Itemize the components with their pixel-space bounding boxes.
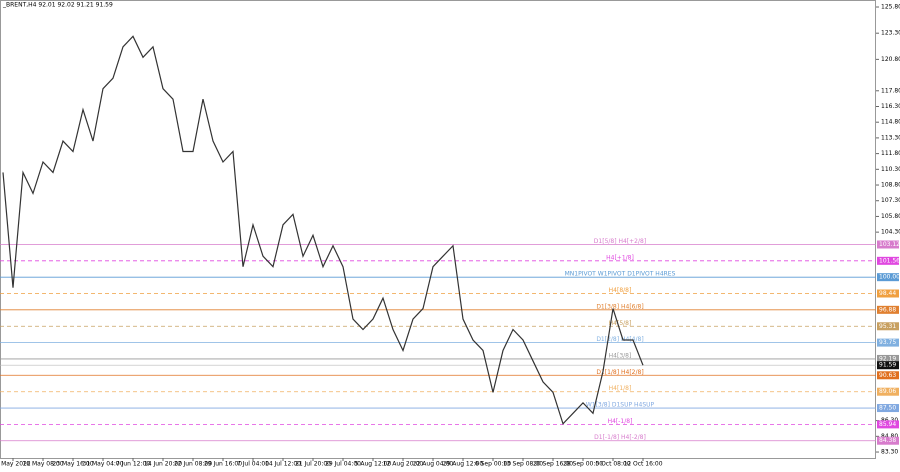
price-box xyxy=(877,436,899,445)
price-box xyxy=(877,371,899,380)
x-tick-label: 20 Sep 16:00 xyxy=(533,461,573,468)
x-tick-label: 29 Jul 04:00 xyxy=(325,461,361,468)
level-label: D1[-1/8] H4[-2/8] xyxy=(594,434,646,441)
price-box-label: 89.06 xyxy=(879,388,896,395)
price-box-label: 100.00 xyxy=(879,274,900,281)
y-tick-label: 107.30 xyxy=(881,197,900,204)
level-label: H4[+1/8] xyxy=(606,254,634,261)
level-label: D1[2/8] H4[4/8] xyxy=(596,336,643,343)
level-label: H4[1/8] xyxy=(609,385,632,392)
x-tick-label: 28 Sep 00:00 xyxy=(563,461,603,468)
y-tick-label: 114.80 xyxy=(881,119,900,126)
price-box xyxy=(877,240,899,249)
level-label: D1[1/8] H4[2/8] xyxy=(596,369,643,376)
price-box xyxy=(877,354,899,363)
level-label: H4[-1/8] xyxy=(608,418,633,425)
level-label: MN1PIVOT W1PIVOT D1PIVOT H4RES xyxy=(565,271,676,278)
plot-frame xyxy=(0,0,876,459)
level-label: H4[8/8] xyxy=(609,287,632,294)
price-line xyxy=(2,35,644,425)
price-box xyxy=(877,322,899,331)
price-box-label: 92.19 xyxy=(879,355,896,362)
price-box-label: 93.75 xyxy=(879,339,896,346)
x-tick-label: 21 Jul 20:00 xyxy=(295,461,331,468)
y-tick-label: 123.30 xyxy=(881,30,900,37)
x-tick-label: 12 Oct 16:00 xyxy=(623,461,662,468)
x-tick-label: 13 Sep 08:00 xyxy=(503,461,543,468)
x-tick-label: 29 Aug 12:00 xyxy=(443,461,484,468)
x-tick-label: 7 Jul 04:00 xyxy=(237,461,269,468)
price-box-label: 90.63 xyxy=(879,372,896,379)
price-box-label: 85.94 xyxy=(879,421,896,428)
price-box xyxy=(877,305,899,314)
last-price-label: 91.59 xyxy=(879,362,896,369)
price-box xyxy=(877,273,899,282)
x-tick-label: 31 May 04:00 xyxy=(82,461,123,468)
y-tick-label: 117.80 xyxy=(881,87,900,94)
price-box xyxy=(877,387,899,396)
price-box-label: 95.31 xyxy=(879,323,896,330)
x-tick-label: 22 Jun 08:00 xyxy=(174,461,212,468)
level-label: H4[3/8] xyxy=(609,352,632,359)
last-price-box xyxy=(877,361,899,370)
x-tick-label: 23 May 16:00 xyxy=(52,461,93,468)
x-tick-label: 6 Sep 00:00 xyxy=(475,461,511,468)
price-box xyxy=(877,256,899,265)
y-tick-label: 105.80 xyxy=(881,213,900,220)
x-tick-label: 14 Jul 12:00 xyxy=(265,461,301,468)
x-tick-label: 16 May 08:00 xyxy=(22,461,63,468)
x-tick-label: 5 Aug 12:00 xyxy=(355,461,392,468)
x-tick-label: 7 Jun 12:00 xyxy=(116,461,150,468)
x-tick-label: 9 May 2022 xyxy=(0,461,31,468)
x-tick-label: 5 Oct 08:00 xyxy=(595,461,630,468)
price-box xyxy=(877,289,899,298)
level-label: W1[3/8] D1SUP H4SUP xyxy=(586,402,655,409)
chart-title: _BRENT,H4 92.01 92.02 91.21 91.59 xyxy=(2,2,113,9)
y-tick-label: 108.80 xyxy=(881,182,900,189)
y-tick-label: 110.30 xyxy=(881,166,900,173)
x-tick-label: 14 Jun 20:00 xyxy=(144,461,182,468)
level-label: D1[5/8] H4[+2/8] xyxy=(594,238,646,245)
price-box-label: 101.56 xyxy=(879,257,900,264)
price-box xyxy=(877,420,899,429)
y-tick-label: 83.30 xyxy=(881,449,898,456)
y-tick-label: 104.30 xyxy=(881,229,900,236)
price-box xyxy=(877,404,899,413)
y-tick-label: 111.80 xyxy=(881,150,900,157)
price-box-label: 96.88 xyxy=(879,306,896,313)
price-box xyxy=(877,338,899,347)
y-tick-label: 84.80 xyxy=(881,433,898,440)
level-label: H4[5/8] xyxy=(609,320,632,327)
y-tick-label: 120.80 xyxy=(881,56,900,63)
price-box-label: 87.50 xyxy=(879,405,896,412)
x-tick-label: 22 Aug 04:00 xyxy=(413,461,454,468)
x-tick-label: 12 Aug 20:00 xyxy=(383,461,424,468)
y-tick-label: 113.30 xyxy=(881,134,900,141)
price-box-label: 98.44 xyxy=(879,290,896,297)
price-box-label: 84.38 xyxy=(879,437,896,444)
x-tick-label: 29 Jun 16:00 xyxy=(204,461,242,468)
price-box-label: 103.12 xyxy=(879,241,900,248)
y-tick-label: 116.30 xyxy=(881,103,900,110)
y-tick-label: 125.80 xyxy=(881,4,900,11)
level-label: D1[3/8] H4[6/8] xyxy=(596,303,643,310)
